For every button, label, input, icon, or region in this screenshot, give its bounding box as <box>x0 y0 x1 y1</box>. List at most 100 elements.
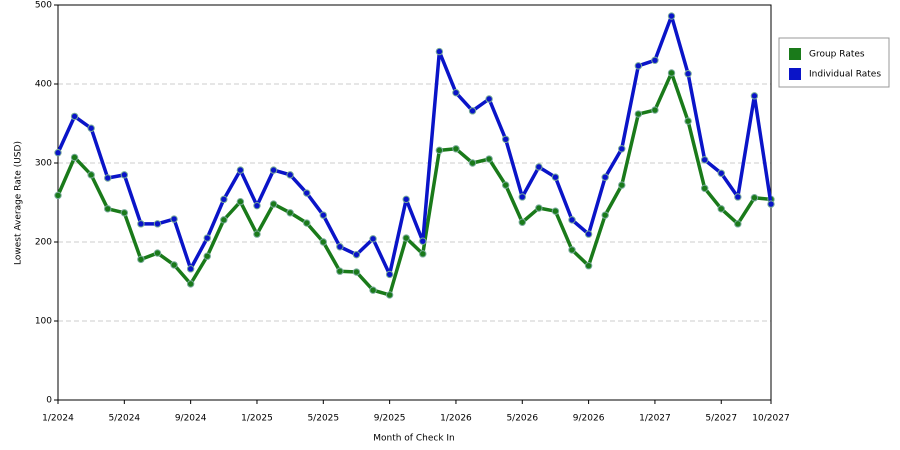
data-point <box>186 280 195 288</box>
data-point <box>269 200 278 208</box>
x-tick-label: 9/2026 <box>573 414 605 424</box>
y-tick-label: 100 <box>35 317 52 327</box>
data-point <box>170 261 178 269</box>
data-point <box>485 155 493 163</box>
data-point <box>352 268 361 276</box>
data-point <box>220 195 228 204</box>
data-point <box>70 153 79 162</box>
data-point <box>684 70 692 78</box>
data-point <box>750 92 759 100</box>
data-point <box>468 159 477 167</box>
data-point <box>468 107 477 115</box>
data-point <box>584 230 593 238</box>
data-point <box>651 106 659 114</box>
y-tick-label: 400 <box>35 80 52 90</box>
data-point <box>385 270 394 279</box>
data-point <box>70 112 79 121</box>
x-tick-label: 1/2026 <box>440 414 472 424</box>
data-point <box>286 209 294 217</box>
data-point <box>767 200 775 208</box>
legend-swatch <box>789 68 801 80</box>
data-point <box>651 56 659 64</box>
data-point <box>54 191 62 200</box>
data-point <box>319 238 328 246</box>
data-point <box>734 193 742 201</box>
data-point <box>153 220 162 228</box>
data-point <box>717 169 725 177</box>
data-point <box>667 12 676 20</box>
data-point <box>402 234 410 242</box>
x-tick-label: 1/2024 <box>42 414 74 424</box>
data-point <box>452 145 460 153</box>
data-point <box>336 267 344 275</box>
data-point <box>518 218 526 226</box>
data-point <box>419 237 427 245</box>
x-axis-label: Month of Check In <box>373 434 455 444</box>
y-tick-label: 500 <box>35 1 52 11</box>
data-point <box>186 265 195 273</box>
data-point <box>700 184 709 192</box>
data-point <box>717 205 725 213</box>
data-point <box>87 124 95 132</box>
x-tick-label: 5/2027 <box>705 414 737 424</box>
x-tick-label: 1/2027 <box>639 414 671 424</box>
data-point <box>120 209 129 217</box>
x-tick-label: 5/2024 <box>108 414 140 424</box>
x-tick-label: 10/2027 <box>752 414 789 424</box>
plot-frame <box>57 4 772 401</box>
data-point <box>153 249 162 257</box>
x-tick-label: 1/2025 <box>241 414 273 424</box>
data-point <box>684 117 692 125</box>
legend-label: Group Rates <box>809 50 865 60</box>
data-point <box>501 181 510 189</box>
data-point <box>667 69 676 77</box>
data-point <box>120 171 129 179</box>
data-point <box>535 204 543 212</box>
data-point <box>286 171 294 179</box>
legend-label: Individual Rates <box>809 70 881 80</box>
data-point <box>700 156 709 164</box>
data-point <box>584 262 593 270</box>
data-point <box>137 220 145 228</box>
data-point <box>551 207 560 215</box>
data-point <box>269 166 278 174</box>
data-point <box>452 88 460 97</box>
data-point <box>402 195 410 204</box>
data-point <box>303 219 311 227</box>
data-point <box>236 166 245 174</box>
data-point <box>634 62 643 70</box>
data-point <box>170 215 178 223</box>
x-tick-label: 9/2025 <box>374 414 406 424</box>
series-line <box>56 71 772 297</box>
data-point <box>54 149 62 157</box>
data-point <box>253 230 261 238</box>
data-point <box>352 250 361 259</box>
data-point <box>485 95 493 103</box>
y-tick-label: 200 <box>35 238 52 248</box>
series-line <box>56 14 773 277</box>
data-point <box>618 181 626 189</box>
y-tick-label: 300 <box>35 159 52 169</box>
data-point <box>618 145 626 153</box>
data-point <box>601 211 609 219</box>
data-point <box>369 286 377 294</box>
data-point <box>419 250 427 258</box>
data-point <box>303 189 311 197</box>
data-point <box>385 291 394 299</box>
y-axis-label: Lowest Average Rate (USD) <box>14 141 24 265</box>
data-point <box>319 211 328 219</box>
data-point <box>104 205 112 213</box>
data-point <box>750 194 759 202</box>
legend-swatch <box>789 48 801 60</box>
data-point <box>253 201 261 210</box>
data-point <box>87 171 95 179</box>
data-point <box>535 163 543 171</box>
data-point <box>203 234 211 242</box>
data-point <box>568 246 576 254</box>
y-tick-label: 0 <box>46 396 52 406</box>
data-point <box>518 193 526 201</box>
data-point <box>435 47 444 56</box>
data-point <box>634 110 643 118</box>
data-point <box>435 146 444 155</box>
